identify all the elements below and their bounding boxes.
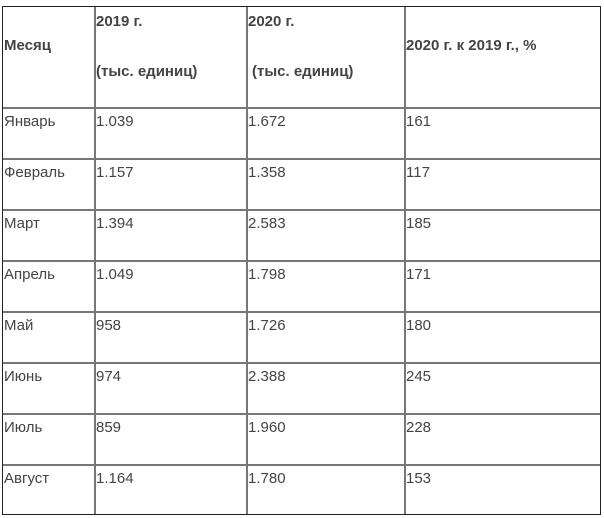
header-2019: 2019 г. — [96, 13, 143, 30]
cell-month: Май — [4, 317, 34, 334]
cell-month: Апрель — [4, 266, 55, 283]
cell-ratio: 180 — [406, 317, 432, 334]
cell-y2020: 1.672 — [248, 113, 286, 130]
header-2020: 2020 г. — [248, 13, 295, 30]
cell-ratio: 228 — [406, 419, 432, 436]
cell-y2020: 2.583 — [248, 215, 286, 232]
row-divider — [3, 158, 600, 160]
cell-y2019: 859 — [96, 419, 122, 436]
cell-y2019: 1.157 — [96, 164, 134, 181]
cell-y2020: 1.798 — [248, 266, 286, 283]
cell-month: Июль — [4, 419, 43, 436]
cell-month: Март — [4, 215, 40, 232]
header-2020-unit: (тыс. единиц) — [252, 63, 354, 80]
cell-ratio: 161 — [406, 113, 432, 130]
cell-y2020: 1.358 — [248, 164, 286, 181]
row-divider — [3, 107, 600, 109]
cell-ratio: 171 — [406, 266, 432, 283]
cell-y2019: 1.164 — [96, 470, 134, 487]
cell-y2020: 1.780 — [248, 470, 286, 487]
cell-y2019: 1.049 — [96, 266, 134, 283]
row-divider — [3, 209, 600, 211]
row-divider — [3, 464, 600, 466]
cell-month: Январь — [4, 113, 56, 130]
sales-table: Месяц 2019 г. (тыс. единиц) 2020 г. (тыс… — [2, 6, 601, 515]
header-ratio: 2020 г. к 2019 г., % — [406, 37, 537, 54]
header-2019-unit: (тыс. единиц) — [96, 63, 198, 80]
cell-month: Июнь — [4, 368, 43, 385]
cell-month: Август — [4, 470, 50, 487]
cell-y2019: 1.039 — [96, 113, 134, 130]
cell-y2020: 2.388 — [248, 368, 286, 385]
cell-month: Февраль — [4, 164, 65, 181]
cell-ratio: 185 — [406, 215, 432, 232]
cell-ratio: 153 — [406, 470, 432, 487]
row-divider — [3, 362, 600, 364]
header-month: Месяц — [4, 37, 51, 54]
row-divider — [3, 413, 600, 415]
row-divider — [3, 311, 600, 313]
cell-ratio: 245 — [406, 368, 432, 385]
cell-ratio: 117 — [406, 164, 430, 181]
cell-y2020: 1.726 — [248, 317, 286, 334]
cell-y2019: 958 — [96, 317, 122, 334]
row-divider — [3, 260, 600, 262]
cell-y2020: 1.960 — [248, 419, 286, 436]
cell-y2019: 1.394 — [96, 215, 134, 232]
cell-y2019: 974 — [96, 368, 122, 385]
